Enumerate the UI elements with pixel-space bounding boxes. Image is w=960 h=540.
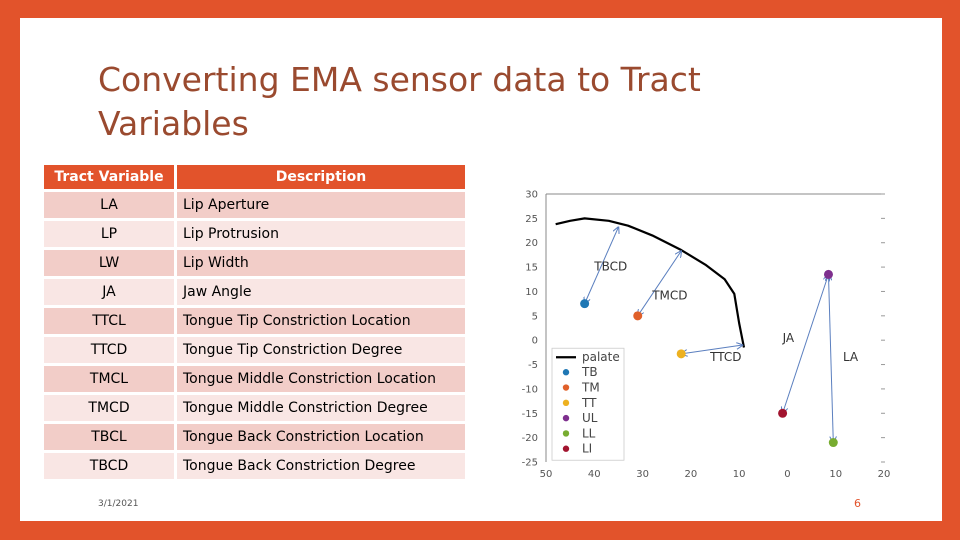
annotation-ja: JA (782, 331, 795, 345)
tract-variable-cell: TMCL (44, 366, 177, 392)
page-number: 6 (854, 497, 861, 510)
tract-variable-cell: LW (44, 250, 177, 276)
tract-variable-cell: LA (44, 192, 177, 218)
table-header-row: Tract Variable Description (44, 165, 465, 189)
slide: Converting EMA sensor data to Tract Vari… (20, 18, 942, 521)
table-row: TTCL Tongue Tip Constriction Location (44, 308, 465, 334)
legend-label-tt: TT (581, 396, 597, 410)
table-row: TMCL Tongue Middle Constriction Location (44, 366, 465, 392)
tbcd-arrow (585, 227, 619, 304)
annotation-ttcd: TTCD (709, 350, 741, 364)
y-tick-label: 10 (525, 287, 538, 298)
y-tick-label: 30 (525, 190, 538, 201)
legend-marker-tb (562, 369, 570, 376)
y-tick-label: 20 (525, 238, 538, 249)
x-tick-label: 20 (878, 469, 891, 480)
y-tick-label: -5 (528, 360, 538, 371)
legend-marker-ul (562, 414, 570, 422)
y-tick-label: 15 (525, 263, 538, 274)
tract-variable-cell: TTCD (44, 337, 177, 363)
ttcd-arrow (681, 345, 742, 354)
y-tick-label: 5 (532, 311, 538, 322)
table-row: LA Lip Aperture (44, 192, 465, 218)
sensor-point-ul (823, 269, 833, 279)
legend-label-tb: TB (581, 365, 598, 379)
table-row: TMCD Tongue Middle Constriction Degree (44, 395, 465, 421)
x-tick-label: 50 (540, 469, 553, 480)
tract-variable-cell: TBCL (44, 424, 177, 450)
legend-label-ll: LL (582, 426, 596, 440)
description-cell: Tongue Back Constriction Location (177, 424, 465, 450)
legend-marker-li (562, 445, 570, 452)
slide-date: 3/1/2021 (98, 499, 139, 509)
x-tick-label: 10 (733, 469, 746, 480)
annotation-tbcd: TBCD (593, 260, 627, 274)
sensor-point-li (778, 408, 788, 418)
title-line-2: Variables (98, 104, 249, 143)
table-row: LW Lip Width (44, 250, 465, 276)
palate-curve (555, 217, 746, 348)
description-cell: Lip Width (177, 250, 465, 276)
y-tick-label: 25 (525, 214, 538, 225)
sensor-point-tm (633, 311, 643, 321)
legend-marker-tt (562, 399, 570, 407)
tract-variable-cell: JA (44, 279, 177, 305)
tract-variable-cell: TBCD (44, 453, 177, 479)
title-line-1: Converting EMA sensor data to Tract (98, 60, 701, 99)
x-tick-label: 10 (829, 469, 842, 480)
description-cell: Tongue Middle Constriction Degree (177, 395, 465, 421)
description-cell: Tongue Tip Constriction Location (177, 308, 465, 334)
tract-variable-table: Tract Variable Description LA Lip Apertur… (44, 162, 465, 482)
legend-label-li: LI (582, 442, 592, 456)
table-row: JA Jaw Angle (44, 279, 465, 305)
tract-variable-cell: LP (44, 221, 177, 247)
x-tick-label: 0 (784, 469, 790, 480)
x-tick-label: 40 (588, 469, 601, 480)
sensor-point-tt (676, 349, 686, 359)
tract-variable-cell: TMCD (44, 395, 177, 421)
table-row: TTCD Tongue Tip Constriction Degree (44, 337, 465, 363)
description-cell: Tongue Tip Constriction Degree (177, 337, 465, 363)
header-tract-variable: Tract Variable (44, 165, 177, 189)
header-description: Description (177, 165, 465, 189)
description-cell: Jaw Angle (177, 279, 465, 305)
y-tick-label: -15 (522, 409, 538, 420)
la-arrow (828, 274, 833, 442)
tmcd-arrow (638, 251, 681, 316)
y-tick-label: -20 (522, 433, 538, 444)
ja-arrow (783, 274, 829, 413)
description-cell: Lip Protrusion (177, 221, 465, 247)
legend-label-palate: palate (582, 350, 620, 364)
y-tick-label: -25 (522, 458, 538, 469)
x-tick-label: 20 (684, 469, 697, 480)
annotation-la: LA (843, 350, 859, 364)
table-row: TBCD Tongue Back Constriction Degree (44, 453, 465, 479)
tract-variable-cell: TTCL (44, 308, 177, 334)
legend-marker-tm (562, 384, 570, 391)
description-cell: Tongue Back Constriction Degree (177, 453, 465, 479)
description-cell: Lip Aperture (177, 192, 465, 218)
slide-title: Converting EMA sensor data to Tract Vari… (98, 58, 798, 146)
table-row: TBCL Tongue Back Constriction Location (44, 424, 465, 450)
x-tick-label: 30 (636, 469, 649, 480)
sensor-point-ll (828, 438, 838, 448)
legend-label-ul: UL (582, 411, 598, 425)
legend-marker-ll (562, 430, 570, 437)
description-cell: Tongue Middle Constriction Location (177, 366, 465, 392)
y-tick-label: 0 (532, 336, 538, 347)
y-tick-label: -10 (522, 384, 538, 395)
annotation-tmcd: TMCD (651, 288, 687, 302)
table-row: LP Lip Protrusion (44, 221, 465, 247)
legend-label-tm: TM (581, 381, 600, 395)
sensor-point-tb (580, 299, 590, 309)
